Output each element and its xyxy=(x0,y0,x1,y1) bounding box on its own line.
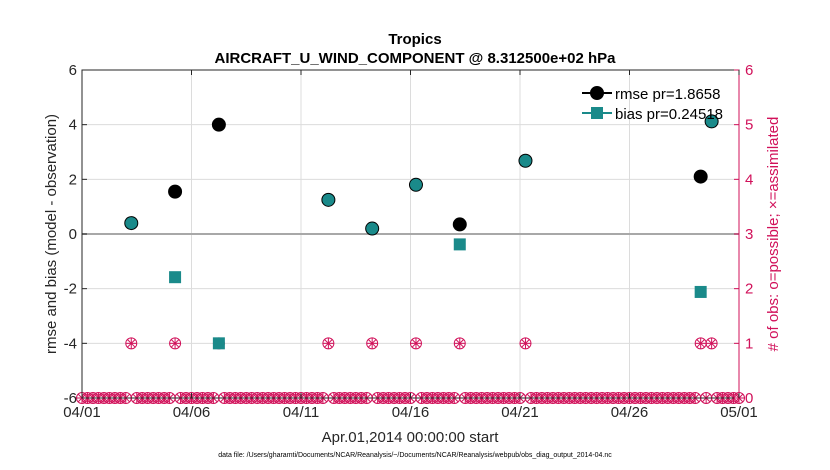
bias-point xyxy=(125,217,138,230)
y-right-tick-label: 3 xyxy=(745,226,753,243)
x-tick-label: 04/16 xyxy=(392,404,430,421)
bias-point xyxy=(694,285,707,298)
chart-subtitle: AIRCRAFT_U_WIND_COMPONENT @ 8.312500e+02… xyxy=(215,50,617,67)
bias-point xyxy=(705,115,718,128)
obs-marker-one xyxy=(694,337,707,350)
y-right-tick-label: 0 xyxy=(745,390,753,407)
chart-title: Tropics xyxy=(388,31,441,48)
bias-point xyxy=(519,154,532,167)
y-right-tick-label: 5 xyxy=(745,117,753,134)
legend-bias-marker xyxy=(591,107,603,119)
bias-point xyxy=(366,222,379,235)
x-tick-label: 04/26 xyxy=(611,404,649,421)
bias-point xyxy=(409,178,422,191)
y-right-tick-label: 2 xyxy=(745,281,753,298)
right-axis-ticks: 0 1 2 3 4 5 6 xyxy=(734,62,753,407)
x-axis-ticks: 04/01 04/06 04/11 04/16 04/21 04/26 05/01 xyxy=(63,70,758,421)
obs-marker-one xyxy=(519,337,532,350)
rmse-point xyxy=(693,169,708,184)
x-tick-label: 04/01 xyxy=(63,404,101,421)
obs-marker-one xyxy=(409,337,422,350)
x-axis-label: Apr.01,2014 00:00:00 start xyxy=(322,429,500,446)
x-tick-label: 04/21 xyxy=(501,404,539,421)
y-right-tick-label: 1 xyxy=(745,335,753,352)
obs-marker-one xyxy=(125,337,138,350)
x-tick-label: 04/06 xyxy=(173,404,211,421)
legend: rmse pr=1.8658 bias pr=0.24518 xyxy=(582,86,723,123)
bias-point xyxy=(453,238,466,251)
y-tick-label: 6 xyxy=(69,62,77,79)
legend-rmse-marker xyxy=(590,86,604,100)
bias-point xyxy=(169,271,182,284)
x-tick-label: 04/11 xyxy=(283,404,319,421)
y-tick-label: -2 xyxy=(64,281,77,298)
footnote: data file: /Users/gharamti/Documents/NCA… xyxy=(218,452,612,459)
rmse-point xyxy=(168,184,183,199)
y-axis-label: rmse and bias (model - observation) xyxy=(43,114,60,354)
y-right-tick-label: 6 xyxy=(745,62,753,79)
rmse-point xyxy=(211,117,226,132)
y-axis-right-label: # of obs: o=possible; ×=assimilated xyxy=(765,117,782,352)
obs-marker-one xyxy=(453,337,466,350)
obs-marker-one xyxy=(169,337,182,350)
left-axis-ticks: -6 -4 -2 0 2 4 6 xyxy=(64,62,87,407)
obs-marker-one xyxy=(705,337,718,350)
obs-marker-one xyxy=(322,337,335,350)
y-tick-label: 0 xyxy=(69,226,77,243)
rmse-point xyxy=(452,217,467,232)
y-tick-label: 4 xyxy=(69,117,77,134)
y-tick-label: -6 xyxy=(64,390,77,407)
obs-marker-one xyxy=(366,337,379,350)
y-right-tick-label: 4 xyxy=(745,171,753,188)
bias-point xyxy=(212,337,225,350)
x-tick-label: 05/01 xyxy=(720,404,758,421)
data-layer xyxy=(124,114,719,350)
y-tick-label: 2 xyxy=(69,171,77,188)
legend-rmse-label: rmse pr=1.8658 xyxy=(615,86,720,103)
bias-point xyxy=(322,193,335,206)
y-tick-label: -4 xyxy=(64,335,77,352)
legend-bias-label: bias pr=0.24518 xyxy=(615,106,723,123)
